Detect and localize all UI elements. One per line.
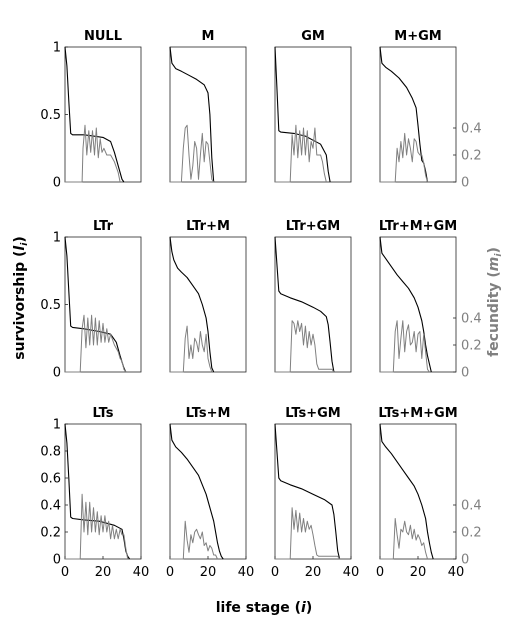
- survivorship-line: [274, 236, 335, 373]
- y-tick-label: 0.5: [40, 298, 61, 313]
- survivorship-line: [169, 236, 215, 373]
- survivorship-line: [274, 46, 331, 183]
- panel-ltr-gm: LTr+GM: [274, 219, 352, 373]
- fecundity-line: [65, 314, 127, 373]
- survivorship-line: [64, 236, 127, 373]
- panel-title: LTs+M: [186, 406, 231, 421]
- y2-tick-label: 0.4: [461, 499, 482, 514]
- x-tick-label: 20: [410, 565, 427, 580]
- x-tick-label: 0: [166, 565, 174, 580]
- survivorship-line: [379, 423, 434, 560]
- fecundity-line: [170, 520, 218, 560]
- x-tick-label: 20: [305, 565, 322, 580]
- y2-tick-label: 0.4: [461, 122, 482, 137]
- panel-null: NULL 0 0.5 1: [40, 29, 142, 191]
- panel-ltr-m: LTr+M: [169, 219, 247, 373]
- x-tick-label: 40: [238, 565, 255, 580]
- panel-frame: [379, 46, 457, 183]
- panel-title: LTs: [92, 406, 113, 421]
- panel-title: M+GM: [394, 29, 441, 44]
- panel-lts-m-gm: LTs+M+GM 0 0.2 0.4 0 20 40: [376, 406, 482, 580]
- panel-title: GM: [301, 29, 325, 44]
- y-tick-label: 0.8: [40, 445, 61, 460]
- panel-title: LTr: [93, 219, 114, 234]
- panel-grid: NULL 0 0.5 1 M GM M+GM 0 0.2 0.4 LTr 0 0.5 1 LTr+M LTr+…: [40, 29, 481, 580]
- x-tick-label: 40: [133, 565, 150, 580]
- survivorship-line: [169, 423, 224, 560]
- y-tick-label: 0.5: [40, 108, 61, 123]
- y2-tick-label: 0: [461, 366, 469, 381]
- y-tick-label: 0.2: [40, 526, 61, 541]
- survivorship-line: [169, 46, 215, 183]
- panel-title: LTs+M+GM: [378, 406, 457, 421]
- y2-tick-label: 0: [461, 176, 469, 191]
- panel-frame: [274, 236, 352, 373]
- panel-title: NULL: [84, 29, 122, 44]
- fecundity-line: [380, 132, 428, 183]
- panel-title: LTs+GM: [285, 406, 341, 421]
- y-tick-label: 0: [53, 176, 61, 191]
- fecundity-line: [380, 518, 428, 560]
- panel-ltr-m-gm: LTr+M+GM 0 0.2 0.4: [379, 219, 482, 381]
- y2-tick-label: 0.2: [461, 339, 482, 354]
- y2-tick-label: 0.2: [461, 149, 482, 164]
- x-tick-label: 20: [95, 565, 112, 580]
- fecundity-line: [170, 124, 215, 183]
- panel-title: M: [202, 29, 215, 44]
- panel-frame: [169, 423, 247, 560]
- panel-m-gm: M+GM 0 0.2 0.4: [379, 29, 482, 191]
- y-tick-label: 0.4: [40, 499, 61, 514]
- fecundity-line: [380, 320, 430, 373]
- x-tick-label: 0: [61, 565, 69, 580]
- y-tick-label: 1: [53, 41, 61, 56]
- y2-tick-label: 0.2: [461, 526, 482, 541]
- panel-frame: [274, 46, 352, 183]
- panel-lts: LTs 0 0.2 0.4 0.6 0.8 1 0 20 40: [40, 406, 149, 580]
- panel-frame: [169, 46, 247, 183]
- survivorship-line: [64, 423, 131, 560]
- fecundity-line: [170, 325, 213, 373]
- y-axis-label-fecundity: fecundity (mi): [486, 247, 504, 357]
- panel-frame: [379, 423, 457, 560]
- panel-gm: GM: [274, 29, 352, 183]
- x-tick-label: 0: [271, 565, 279, 580]
- fecundity-line: [275, 124, 327, 183]
- panel-frame: [64, 46, 142, 183]
- y-tick-label: 0.6: [40, 472, 61, 487]
- panel-frame: [169, 236, 247, 373]
- x-tick-label: 20: [200, 565, 217, 580]
- panel-frame: [64, 236, 142, 373]
- fecundity-line: [65, 124, 121, 183]
- fecundity-line: [275, 507, 341, 560]
- panel-frame: [274, 423, 352, 560]
- y2-tick-label: 0: [461, 553, 469, 568]
- panel-lts-m: LTs+M 0 20 40: [166, 406, 254, 580]
- panel-title: LTr+M+GM: [379, 219, 457, 234]
- y2-tick-label: 0.4: [461, 312, 482, 327]
- x-tick-label: 0: [376, 565, 384, 580]
- survivorship-line: [379, 46, 429, 183]
- panel-title: LTr+M: [186, 219, 230, 234]
- survivorship-line: [64, 46, 125, 183]
- survivorship-line: [379, 236, 432, 373]
- y-axis-label-survivorship: survivorship (li): [12, 236, 30, 359]
- fecundity-line: [65, 493, 129, 560]
- panel-m: M: [169, 29, 247, 183]
- fecundity-line: [275, 320, 335, 373]
- x-tick-label: 40: [343, 565, 360, 580]
- panel-ltr: LTr 0 0.5 1: [40, 219, 142, 381]
- x-axis-label: life stage (i): [216, 600, 313, 616]
- panel-title: LTr+GM: [286, 219, 340, 234]
- y-tick-label: 0: [53, 366, 61, 381]
- panel-frame: [379, 236, 457, 373]
- y-tick-label: 1: [53, 231, 61, 246]
- y-tick-label: 0: [53, 553, 61, 568]
- panel-frame: [64, 423, 142, 560]
- survivorship-line: [274, 423, 341, 560]
- y-tick-label: 1: [53, 418, 61, 433]
- panel-lts-gm: LTs+GM 0 20 40: [271, 406, 359, 580]
- x-tick-label: 40: [448, 565, 465, 580]
